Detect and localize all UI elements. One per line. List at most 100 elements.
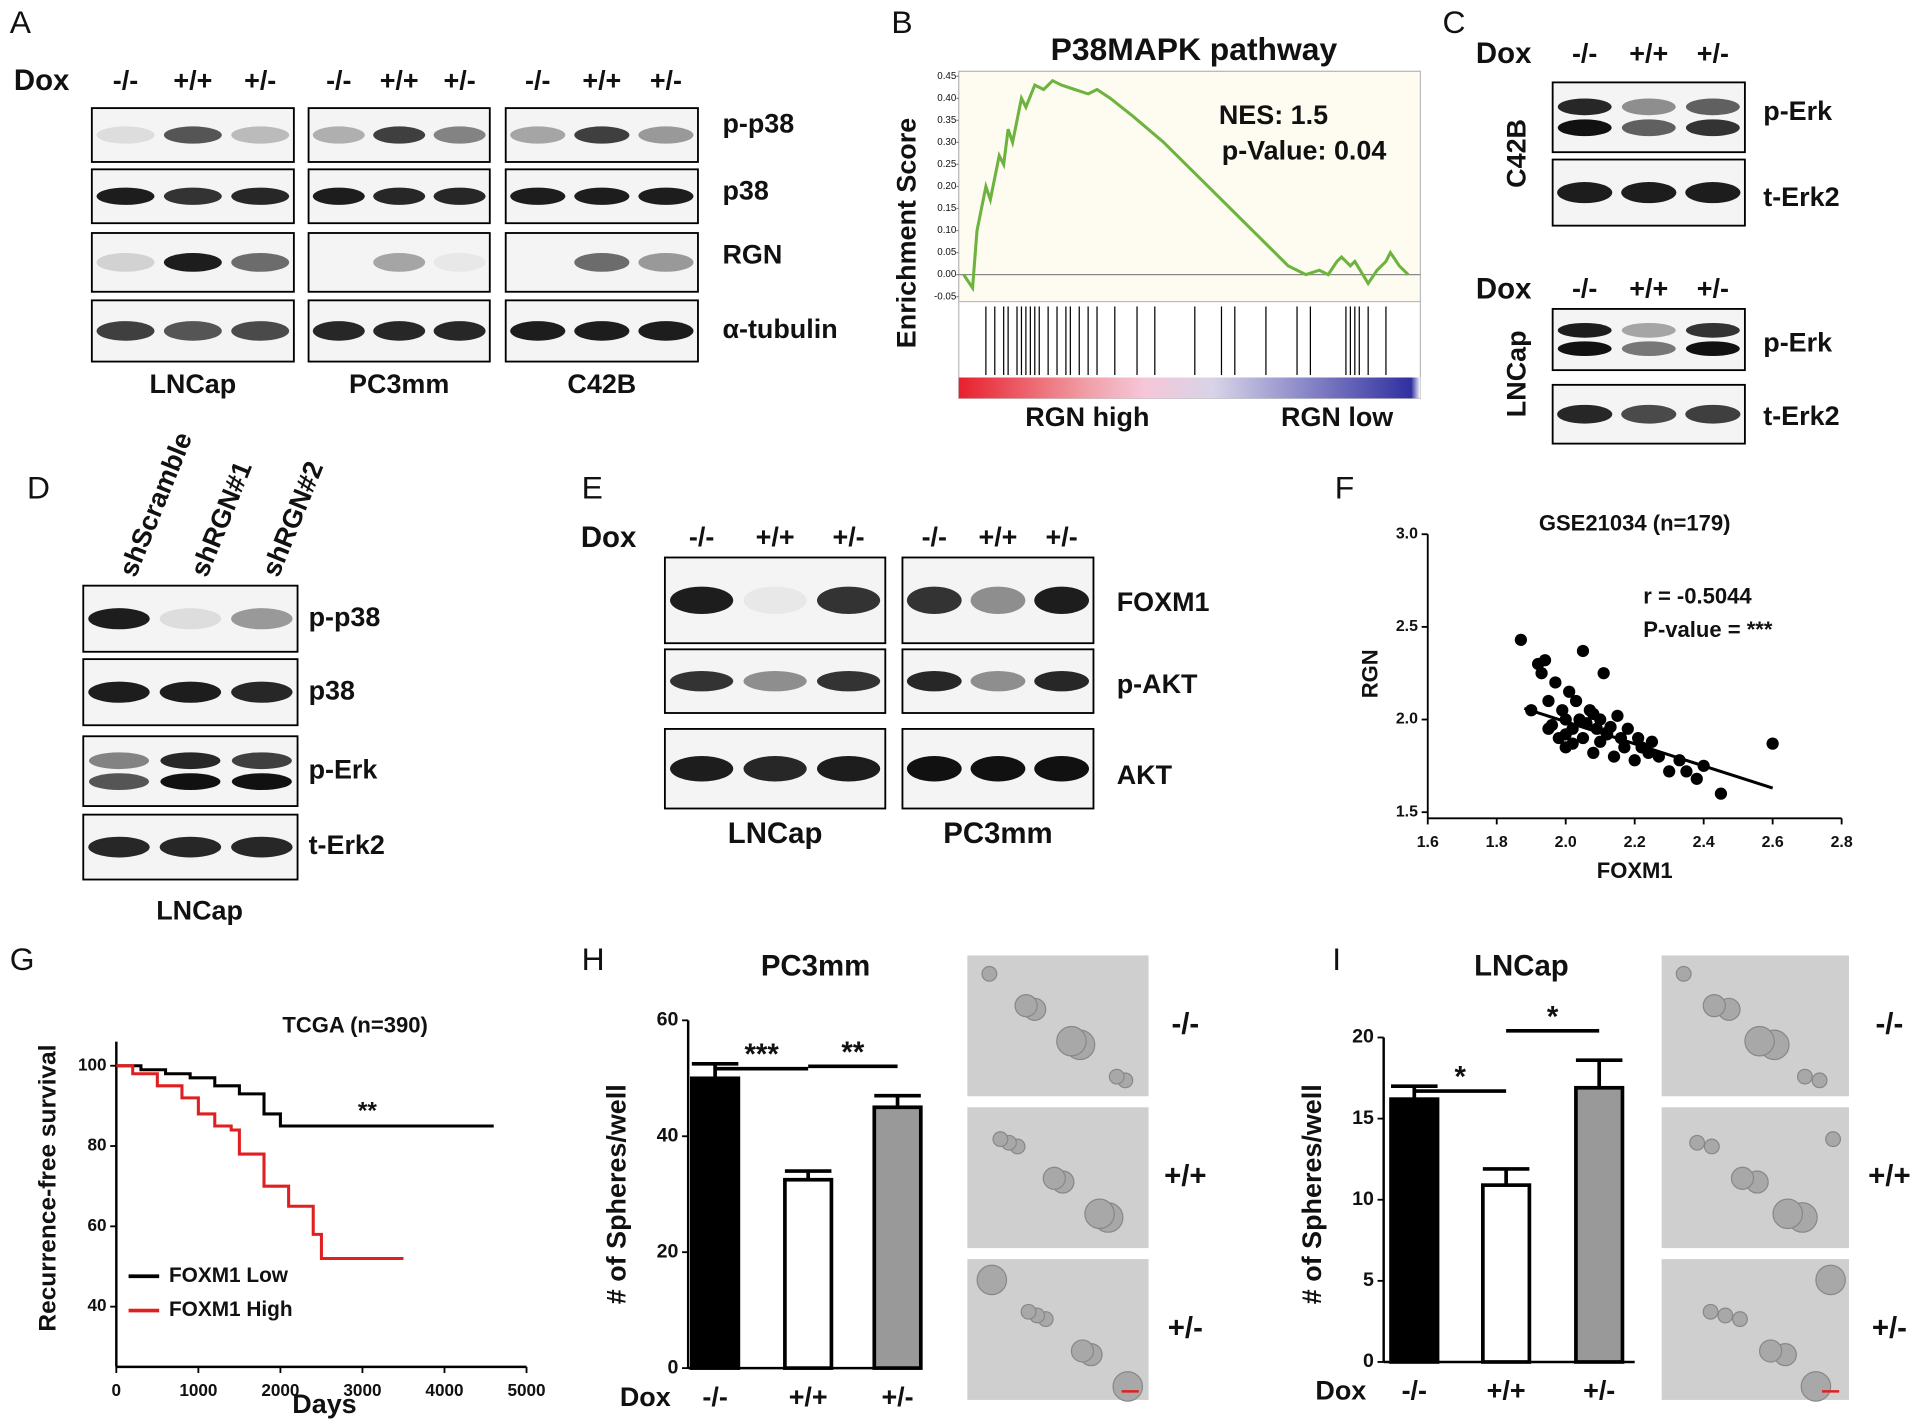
cell-line-label: PC3mm bbox=[943, 817, 1052, 850]
blot-band bbox=[1557, 98, 1612, 116]
cell-line-label: PC3mm bbox=[349, 369, 449, 399]
blot-band bbox=[88, 681, 150, 703]
blot-band bbox=[159, 608, 222, 630]
condition-label: +/- bbox=[1697, 274, 1729, 304]
condition-label: -/- bbox=[326, 65, 351, 95]
sphere bbox=[1730, 1166, 1755, 1190]
blot-band bbox=[433, 252, 486, 272]
condition-label: -/- bbox=[113, 65, 138, 95]
panel-letter: B bbox=[891, 4, 912, 40]
blot-band bbox=[96, 252, 155, 272]
annotation: P-value = *** bbox=[1643, 617, 1773, 642]
blot-band bbox=[1034, 755, 1090, 782]
x-axis-title: Dox bbox=[620, 1382, 671, 1412]
panel-letter: G bbox=[10, 941, 35, 977]
protein-label: p-Erk bbox=[1763, 328, 1832, 358]
y-tick-label: 0.10 bbox=[937, 225, 957, 236]
blot-band bbox=[574, 187, 630, 205]
blot-band bbox=[1621, 404, 1677, 424]
chart-title: TCGA (n=390) bbox=[282, 1012, 427, 1037]
protein-label: t-Erk2 bbox=[1763, 401, 1839, 431]
y-tick-label: 20 bbox=[1352, 1026, 1374, 1048]
condition-label: +/+ bbox=[756, 522, 795, 552]
blot-band bbox=[231, 187, 290, 205]
blot-frame bbox=[1551, 81, 1746, 154]
dox-label: Dox bbox=[581, 521, 637, 554]
condition-label: -/- bbox=[525, 65, 550, 95]
condition-label: +/+ bbox=[1629, 274, 1668, 304]
condition-label: +/- bbox=[832, 522, 864, 552]
bar bbox=[1574, 1085, 1625, 1364]
y-tick-label: 2.0 bbox=[1396, 711, 1418, 728]
condition-label: +/+ bbox=[1629, 39, 1668, 69]
sphere bbox=[1084, 1198, 1115, 1230]
blot-band bbox=[231, 773, 292, 791]
significance-label: *** bbox=[744, 1038, 779, 1071]
x-tick-label: 2.8 bbox=[1831, 834, 1853, 851]
y-tick-label: 0.40 bbox=[937, 93, 957, 104]
x-tick-label: 1000 bbox=[179, 1380, 217, 1400]
y-tick-label: 40 bbox=[657, 1124, 679, 1146]
y-tick-label: 0.15 bbox=[937, 203, 957, 214]
point bbox=[1563, 685, 1576, 698]
point bbox=[1549, 676, 1562, 689]
blot-band bbox=[312, 321, 365, 341]
blot-band bbox=[88, 608, 150, 630]
x-tick-label: +/- bbox=[881, 1382, 913, 1412]
blot-band bbox=[574, 126, 630, 144]
blot-frame bbox=[1551, 308, 1746, 372]
y-tick-label: 15 bbox=[1352, 1107, 1374, 1129]
x-group-label: RGN high bbox=[1025, 402, 1149, 432]
point bbox=[1621, 722, 1634, 735]
point bbox=[1628, 754, 1641, 767]
cell-line-label: C42B bbox=[567, 369, 636, 399]
sphere bbox=[1702, 994, 1726, 1018]
x-tick-label: 5000 bbox=[507, 1380, 545, 1400]
sphere bbox=[1042, 1166, 1066, 1190]
dox-label: Dox bbox=[1476, 37, 1532, 70]
cell-line-label: LNCap bbox=[149, 369, 236, 399]
y-tick-label: 0.35 bbox=[937, 115, 957, 126]
x-axis-title: Dox bbox=[1315, 1376, 1366, 1406]
blot-frame bbox=[307, 232, 491, 293]
blot-band bbox=[373, 321, 426, 341]
blot-band bbox=[743, 586, 807, 615]
y-tick-label: 0.25 bbox=[937, 159, 957, 170]
panel-letter: I bbox=[1332, 941, 1341, 977]
x-tick-label: 2.4 bbox=[1693, 834, 1715, 851]
blot-band bbox=[1685, 119, 1740, 137]
x-tick-label: +/- bbox=[1583, 1376, 1615, 1406]
sphere bbox=[1796, 1068, 1813, 1085]
blot-band bbox=[160, 752, 221, 770]
blot-band bbox=[159, 836, 222, 858]
point bbox=[1607, 750, 1621, 763]
blot-band bbox=[510, 187, 566, 205]
point bbox=[1645, 735, 1659, 748]
blot-band bbox=[96, 321, 155, 341]
condition-label: +/+ bbox=[380, 65, 419, 95]
bar bbox=[783, 1177, 834, 1370]
protein-label: t-Erk2 bbox=[309, 830, 385, 860]
image-label: +/- bbox=[1872, 1311, 1907, 1344]
y-tick-label: -0.05 bbox=[934, 291, 957, 302]
sphere bbox=[1758, 1339, 1783, 1363]
sphere bbox=[1825, 1131, 1842, 1148]
condition-label: +/+ bbox=[173, 65, 212, 95]
legend-label: FOXM1 Low bbox=[169, 1264, 289, 1287]
protein-label: p-Erk bbox=[1763, 96, 1832, 126]
blot-band bbox=[433, 321, 486, 341]
blot-band bbox=[231, 252, 290, 272]
y-tick-label: 10 bbox=[1352, 1188, 1374, 1210]
point bbox=[1766, 737, 1779, 750]
plot-area bbox=[958, 70, 1422, 303]
blot-band bbox=[231, 321, 290, 341]
bar bbox=[872, 1105, 923, 1370]
blot-band bbox=[231, 126, 290, 144]
condition-label: -/- bbox=[689, 522, 714, 552]
x-tick-label: -/- bbox=[702, 1382, 727, 1412]
blot-band bbox=[638, 321, 694, 341]
condition-label: -/- bbox=[922, 522, 947, 552]
x-tick-label: 0 bbox=[112, 1380, 122, 1400]
point bbox=[1559, 728, 1572, 741]
